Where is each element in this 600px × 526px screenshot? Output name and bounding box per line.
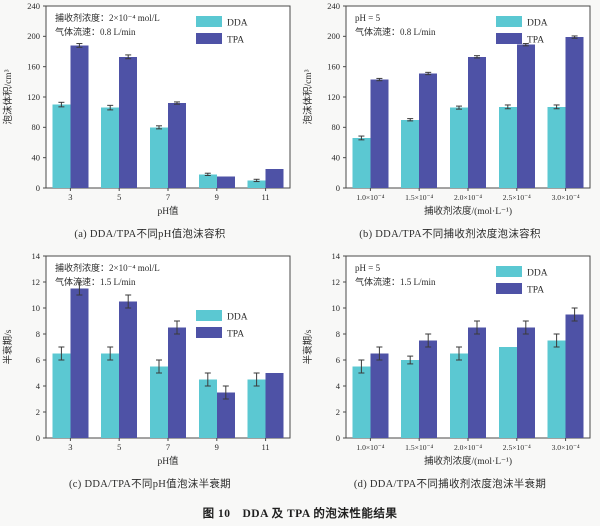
svg-text:240: 240 — [327, 1, 340, 11]
svg-text:7: 7 — [166, 442, 170, 452]
svg-text:14: 14 — [32, 251, 41, 261]
svg-text:2.5×10⁻⁴: 2.5×10⁻⁴ — [503, 443, 531, 452]
svg-text:0: 0 — [36, 183, 40, 193]
svg-text:TPA: TPA — [527, 36, 544, 46]
svg-text:0: 0 — [336, 433, 340, 443]
svg-text:2.0×10⁻⁴: 2.0×10⁻⁴ — [454, 193, 482, 202]
svg-text:半衰期/s: 半衰期/s — [2, 329, 14, 364]
panel-b: 0 40 80 120 160 200 240 1.0×10⁻⁴ 1.5×10⁻⁴ 2.0×10⁻… — [300, 0, 600, 250]
svg-text:捕收剂浓度/(mol·L⁻¹): 捕收剂浓度/(mol·L⁻¹) — [424, 205, 512, 217]
chart-a-foam-volume-vs-ph: 0 40 80 120 160 200 240 3 5 7 9 11 捕收剂浓度：2×10⁻⁴ mol/… — [2, 1, 291, 217]
svg-text:6: 6 — [336, 355, 340, 365]
svg-text:1.5×10⁻⁴: 1.5×10⁻⁴ — [405, 193, 433, 202]
svg-text:160: 160 — [327, 61, 340, 71]
svg-text:气体流速：0.8 L/min: 气体流速：0.8 L/min — [355, 26, 436, 37]
panel-d: 0 2 4 6 8 10 12 14 1.0×10⁻⁴ 1.5×10⁻⁴ 2.0×10⁻⁴ 2.5×1… — [300, 250, 600, 500]
svg-text:气体流速：1.5 L/min: 气体流速：1.5 L/min — [355, 276, 436, 287]
svg-text:气体流速：0.8 L/min: 气体流速：0.8 L/min — [55, 26, 136, 37]
svg-text:12: 12 — [332, 277, 341, 287]
figure-caption: 图 10 DDA 及 TPA 的泡沫性能结果 — [202, 508, 398, 520]
svg-text:4: 4 — [336, 381, 341, 391]
svg-text:TPA: TPA — [227, 36, 244, 46]
svg-text:10: 10 — [332, 303, 341, 313]
svg-text:捕收剂浓度/(mol·L⁻¹): 捕收剂浓度/(mol·L⁻¹) — [424, 455, 512, 467]
svg-text:1.5×10⁻⁴: 1.5×10⁻⁴ — [405, 443, 433, 452]
svg-text:9: 9 — [215, 192, 219, 202]
svg-text:半衰期/s: 半衰期/s — [302, 329, 314, 364]
svg-text:6: 6 — [36, 355, 40, 365]
svg-text:pH值: pH值 — [157, 205, 179, 217]
svg-text:5: 5 — [117, 192, 121, 202]
svg-text:1.0×10⁻⁴: 1.0×10⁻⁴ — [356, 193, 384, 202]
svg-text:3: 3 — [68, 442, 72, 452]
chart-c-half-life-vs-ph: 0 2 4 6 8 10 12 14 3 5 7 9 11 捕收剂浓度：2×10⁻⁴ mol/L 气体流速：… — [2, 251, 291, 467]
svg-text:捕收剂浓度：2×10⁻⁴ mol/L: 捕收剂浓度：2×10⁻⁴ mol/L — [55, 12, 160, 23]
svg-text:80: 80 — [332, 122, 341, 132]
svg-text:10: 10 — [32, 303, 41, 313]
svg-text:3.0×10⁻⁴: 3.0×10⁻⁴ — [552, 193, 580, 202]
svg-text:pH = 5: pH = 5 — [355, 263, 381, 273]
svg-text:2: 2 — [336, 407, 340, 417]
svg-text:DDA: DDA — [527, 19, 548, 29]
svg-text:7: 7 — [166, 192, 170, 202]
svg-text:pH = 5: pH = 5 — [355, 13, 381, 23]
svg-text:气体流速：1.5 L/min: 气体流速：1.5 L/min — [55, 276, 136, 287]
svg-text:5: 5 — [117, 442, 121, 452]
svg-text:40: 40 — [332, 152, 341, 162]
chart-d-half-life-vs-concentration: 0 2 4 6 8 10 12 14 1.0×10⁻⁴ 1.5×10⁻⁴ 2.0×10⁻⁴ 2.5×1… — [302, 251, 591, 467]
svg-text:120: 120 — [27, 92, 40, 102]
panel-c-caption: (c) DDA/TPA不同pH值泡沫半衰期 — [69, 479, 231, 490]
svg-text:泡沫体积/cm³: 泡沫体积/cm³ — [302, 69, 314, 124]
svg-text:80: 80 — [32, 122, 41, 132]
svg-text:8: 8 — [336, 329, 340, 339]
svg-text:200: 200 — [327, 31, 340, 41]
svg-text:1.0×10⁻⁴: 1.0×10⁻⁴ — [356, 443, 384, 452]
panel-a: 0 40 80 120 160 200 240 3 5 7 9 11 捕收剂浓度：2×10⁻⁴ mol/… — [0, 0, 300, 250]
panel-b-caption: (b) DDA/TPA不同捕收剂浓度泡沫容积 — [359, 229, 541, 240]
svg-text:240: 240 — [27, 1, 40, 11]
chart-grid: 0 40 80 120 160 200 240 3 5 7 9 11 捕收剂浓度：2×10⁻⁴ mol/… — [0, 0, 600, 500]
svg-text:200: 200 — [27, 31, 40, 41]
svg-text:12: 12 — [32, 277, 41, 287]
svg-text:0: 0 — [336, 183, 340, 193]
svg-text:3.0×10⁻⁴: 3.0×10⁻⁴ — [552, 443, 580, 452]
svg-text:120: 120 — [327, 92, 340, 102]
svg-text:4: 4 — [36, 381, 41, 391]
svg-text:11: 11 — [262, 442, 270, 452]
svg-text:0: 0 — [36, 433, 40, 443]
svg-text:2.5×10⁻⁴: 2.5×10⁻⁴ — [503, 193, 531, 202]
svg-text:8: 8 — [36, 329, 40, 339]
panel-d-caption: (d) DDA/TPA不同捕收剂浓度泡沫半衰期 — [353, 479, 547, 490]
panel-c: 0 2 4 6 8 10 12 14 3 5 7 9 11 捕收剂浓度：2×10⁻⁴ mol/L 气体流速：… — [0, 250, 300, 500]
svg-text:2: 2 — [36, 407, 40, 417]
svg-text:TPA: TPA — [227, 330, 244, 340]
svg-text:2.0×10⁻⁴: 2.0×10⁻⁴ — [454, 443, 482, 452]
svg-text:40: 40 — [32, 152, 41, 162]
svg-text:泡沫体积/cm³: 泡沫体积/cm³ — [2, 69, 14, 124]
svg-text:11: 11 — [262, 192, 270, 202]
svg-text:9: 9 — [215, 442, 219, 452]
panel-a-caption: (a) DDA/TPA不同pH值泡沫容积 — [74, 229, 226, 240]
svg-text:160: 160 — [27, 61, 40, 71]
chart-b-foam-volume-vs-concentration: 0 40 80 120 160 200 240 1.0×10⁻⁴ 1.5×10⁻⁴ 2.0×10⁻… — [302, 1, 591, 217]
svg-text:pH值: pH值 — [157, 455, 179, 467]
svg-text:DDA: DDA — [227, 19, 248, 29]
svg-text:TPA: TPA — [527, 286, 544, 296]
svg-text:3: 3 — [68, 192, 72, 202]
svg-text:捕收剂浓度：2×10⁻⁴ mol/L: 捕收剂浓度：2×10⁻⁴ mol/L — [55, 262, 160, 273]
svg-text:DDA: DDA — [527, 269, 548, 279]
svg-text:14: 14 — [332, 251, 341, 261]
svg-text:DDA: DDA — [227, 313, 248, 323]
